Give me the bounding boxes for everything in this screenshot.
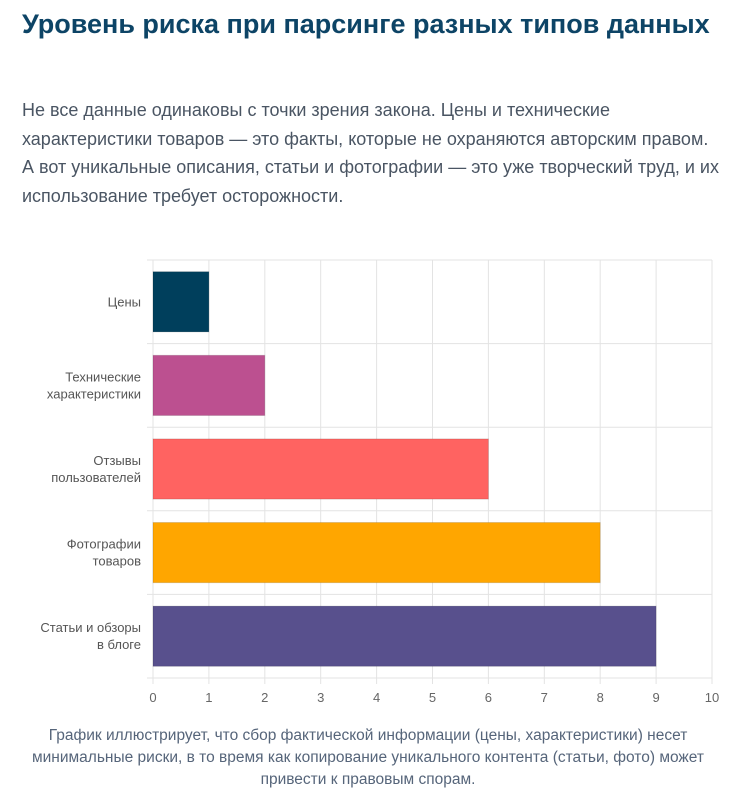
bar (152, 271, 210, 333)
x-tick-label: 10 (705, 690, 719, 705)
x-tick-label: 0 (149, 690, 156, 705)
x-tick-label: 5 (429, 690, 436, 705)
y-category-label: Отзывы пользователей (51, 453, 141, 485)
intro-paragraph: Не все данные одинаковы с точки зрения з… (22, 100, 719, 206)
x-tick-label: 2 (261, 690, 268, 705)
y-category-label: Фотографии товаров (67, 537, 141, 569)
y-category-label-line: характеристики (47, 386, 141, 401)
bar (152, 354, 266, 416)
x-tick-label: 4 (373, 690, 380, 705)
risk-bar-chart: 0 1 2 3 4 5 6 7 8 9 10 Цены Технические характеристик… (40, 259, 719, 705)
y-category-label-line: Отзывы (93, 453, 141, 468)
y-category-label-line: товаров (93, 554, 141, 569)
y-category-label-line: Цены (108, 294, 141, 309)
y-category-label-line: пользователей (51, 470, 141, 485)
x-tick-label: 9 (652, 690, 659, 705)
x-tick-label: 3 (317, 690, 324, 705)
y-category-label-line: в блоге (97, 637, 141, 652)
chart-caption: График иллюстрирует, что сбор фактическо… (31, 727, 704, 788)
x-tick-label: 7 (541, 690, 548, 705)
y-category-label-line: Статьи и обзоры (40, 620, 141, 635)
y-category-label: Технические характеристики (47, 369, 141, 401)
bar (152, 522, 601, 584)
page-title: Уровень риска при парсинге разных типов … (22, 9, 710, 39)
x-tick-label: 8 (597, 690, 604, 705)
y-category-label-line: Фотографии (67, 537, 141, 552)
x-tick-label: 6 (485, 690, 492, 705)
x-tick-label: 1 (205, 690, 212, 705)
bar (152, 605, 657, 667)
y-category-label-line: Технические (65, 369, 141, 384)
y-category-label: Статьи и обзоры в блоге (40, 620, 141, 652)
bar (152, 438, 489, 500)
y-category-label: Цены (108, 294, 141, 309)
